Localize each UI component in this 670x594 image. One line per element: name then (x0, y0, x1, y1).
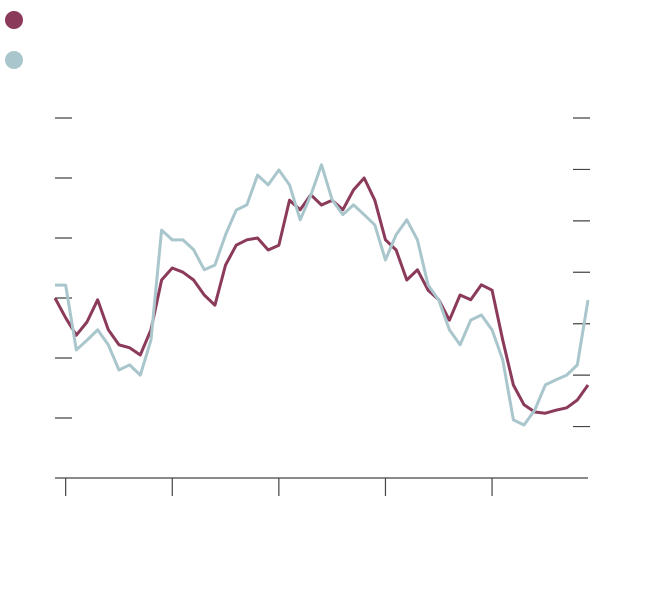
series-line (55, 163, 590, 427)
legend-marker (5, 11, 23, 29)
series-line (53, 176, 590, 415)
legend-marker (5, 51, 23, 69)
